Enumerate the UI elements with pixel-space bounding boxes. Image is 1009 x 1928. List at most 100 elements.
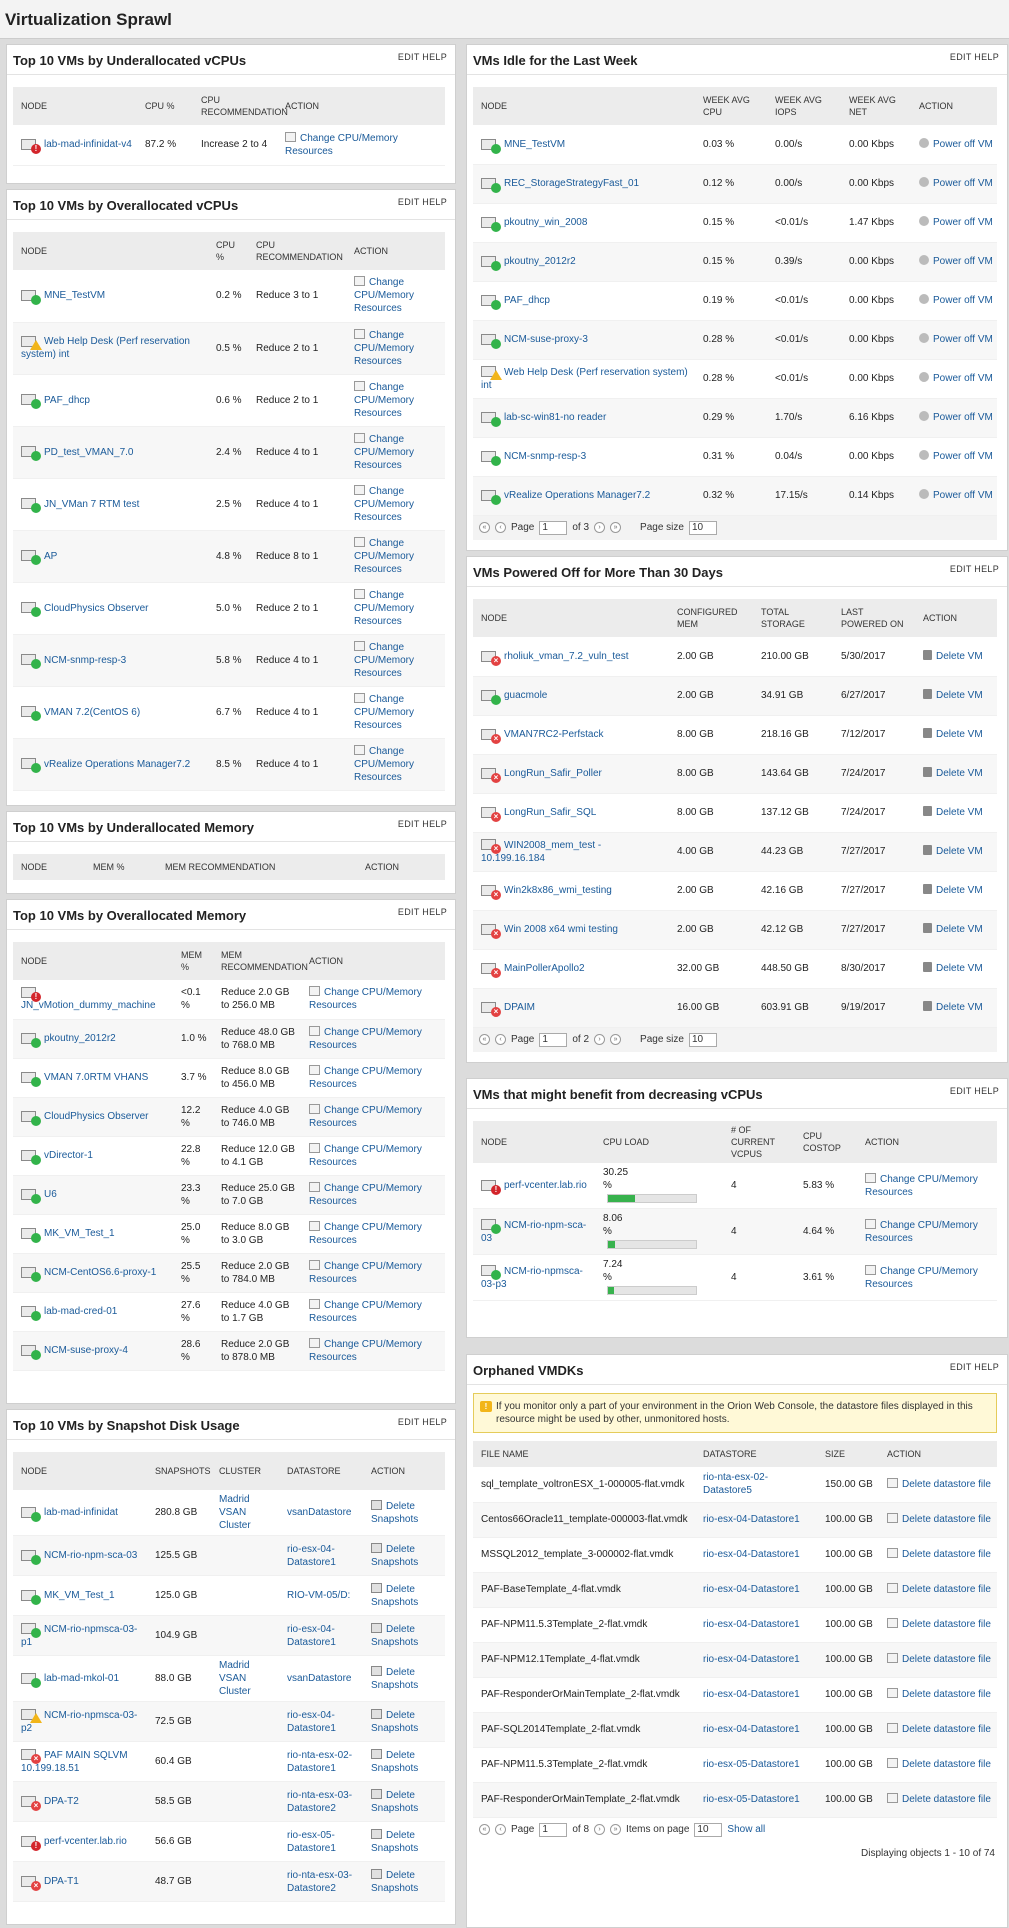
node-link[interactable]: lab-mad-infinidat bbox=[44, 1507, 118, 1518]
action-link[interactable]: Change CPU/Memory Resources bbox=[865, 1173, 978, 1198]
cluster-link[interactable]: Madrid VSAN Cluster bbox=[219, 1494, 251, 1531]
action-link[interactable]: Delete VM bbox=[936, 768, 983, 779]
node-link[interactable]: PD_test_VMAN_7.0 bbox=[44, 446, 134, 458]
edit-link[interactable]: EDIT bbox=[949, 1362, 972, 1372]
action-link[interactable]: Change CPU/Memory Resources bbox=[309, 1065, 422, 1090]
action-link[interactable]: Delete Snapshots bbox=[371, 1829, 419, 1854]
action-link[interactable]: Change CPU/Memory Resources bbox=[309, 1104, 422, 1129]
show-all-link[interactable]: Show all bbox=[727, 1824, 766, 1835]
action-link[interactable]: Delete VM bbox=[936, 690, 983, 701]
datastore-link[interactable]: rio-nta-esx-02-Datastore5 bbox=[703, 1472, 769, 1497]
action-link[interactable]: Delete Snapshots bbox=[371, 1869, 419, 1894]
column-header[interactable]: FILE NAME bbox=[473, 1441, 695, 1467]
action-link[interactable]: Delete VM bbox=[936, 924, 983, 935]
edit-link[interactable]: EDIT bbox=[397, 197, 420, 207]
column-header[interactable]: ACTION bbox=[277, 87, 445, 125]
page-input[interactable]: 1 bbox=[539, 1032, 568, 1047]
node-link[interactable]: REC_StorageStrategyFast_01 bbox=[504, 178, 640, 189]
datastore-link[interactable]: rio-esx-04-Datastore1 bbox=[703, 1654, 800, 1665]
node-link[interactable]: perf-vcenter.lab.rio bbox=[44, 1836, 127, 1847]
edit-link[interactable]: EDIT bbox=[397, 52, 420, 62]
column-header[interactable]: LAST POWERED ON bbox=[833, 599, 915, 637]
action-link[interactable]: Change CPU/Memory Resources bbox=[865, 1219, 978, 1244]
help-link[interactable]: HELP bbox=[974, 52, 999, 62]
action-link[interactable]: Change CPU/Memory Resources bbox=[309, 1221, 422, 1246]
node-link[interactable]: NCM-snmp-resp-3 bbox=[504, 451, 587, 462]
node-link[interactable]: NCM-suse-proxy-4 bbox=[44, 1345, 128, 1356]
action-link[interactable]: Delete VM bbox=[936, 1002, 983, 1013]
node-link[interactable]: NCM-snmp-resp-3 bbox=[44, 654, 127, 666]
node-link[interactable]: VMAN7RC2-Perfstack bbox=[504, 729, 604, 740]
node-link[interactable]: NCM-CentOS6.6-proxy-1 bbox=[44, 1267, 157, 1278]
action-link[interactable]: Change CPU/Memory Resources bbox=[309, 987, 422, 1012]
action-link[interactable]: Change CPU/Memory Resources bbox=[354, 381, 415, 419]
datastore-link[interactable]: rio-esx-04-Datastore1 bbox=[287, 1623, 336, 1648]
node-link[interactable]: pkoutny_win_2008 bbox=[504, 217, 588, 228]
node-link[interactable]: lab-mad-cred-01 bbox=[44, 1306, 118, 1317]
edit-link[interactable]: EDIT bbox=[397, 907, 420, 917]
node-link[interactable]: PAF MAIN SQLVM 10.199.18.51 bbox=[21, 1749, 128, 1774]
column-header[interactable]: NODE bbox=[13, 942, 173, 980]
action-link[interactable]: Change CPU/Memory Resources bbox=[309, 1143, 422, 1168]
datastore-link[interactable]: rio-esx-05-Datastore1 bbox=[287, 1829, 336, 1854]
column-header[interactable]: ACTION bbox=[363, 1452, 445, 1490]
action-link[interactable]: Delete Snapshots bbox=[371, 1543, 419, 1568]
action-link[interactable]: Change CPU/Memory Resources bbox=[354, 329, 415, 367]
help-link[interactable]: HELP bbox=[422, 52, 447, 62]
node-link[interactable]: guacmole bbox=[504, 690, 548, 701]
page-input[interactable]: 1 bbox=[539, 1822, 568, 1837]
node-link[interactable]: pkoutny_2012r2 bbox=[504, 256, 576, 267]
action-link[interactable]: Power off VM bbox=[933, 373, 993, 384]
column-header[interactable]: NODE bbox=[13, 232, 208, 270]
action-link[interactable]: Power off VM bbox=[933, 295, 993, 306]
datastore-link[interactable]: rio-esx-04-Datastore1 bbox=[703, 1584, 800, 1595]
action-link[interactable]: Power off VM bbox=[933, 490, 993, 501]
node-link[interactable]: pkoutny_2012r2 bbox=[44, 1033, 116, 1044]
page-input[interactable]: 1 bbox=[539, 520, 568, 535]
node-link[interactable]: NCM-rio-npm-sca-03 bbox=[481, 1219, 587, 1244]
action-link[interactable]: Delete datastore file bbox=[902, 1514, 991, 1525]
action-link[interactable]: Power off VM bbox=[933, 217, 993, 228]
node-link[interactable]: Win 2008 x64 wmi testing bbox=[504, 924, 618, 935]
node-link[interactable]: Web Help Desk (Perf reservation system) … bbox=[481, 366, 688, 391]
datastore-link[interactable]: rio-nta-esx-03-Datastore2 bbox=[287, 1869, 353, 1894]
node-link[interactable]: WIN2008_mem_test - 10.199.16.184 bbox=[481, 839, 602, 864]
node-link[interactable]: Win2k8x86_wmi_testing bbox=[504, 885, 612, 896]
first-page-icon[interactable]: « bbox=[479, 1824, 490, 1835]
column-header[interactable]: NODE bbox=[473, 1121, 595, 1163]
node-link[interactable]: CloudPhysics Observer bbox=[44, 1111, 149, 1122]
column-header[interactable]: CONFIGURED MEM bbox=[669, 599, 753, 637]
datastore-link[interactable]: rio-nta-esx-03-Datastore2 bbox=[287, 1789, 353, 1814]
action-link[interactable]: Change CPU/Memory Resources bbox=[309, 1338, 422, 1363]
datastore-link[interactable]: vsanDatastore bbox=[287, 1673, 352, 1684]
node-link[interactable]: lab-mad-infinidat-v4 bbox=[44, 139, 132, 151]
column-header[interactable]: WEEK AVG IOPS bbox=[767, 87, 841, 125]
action-link[interactable]: Change CPU/Memory Resources bbox=[354, 641, 415, 679]
last-page-icon[interactable]: » bbox=[610, 1824, 622, 1835]
action-link[interactable]: Change CPU/Memory Resources bbox=[309, 1026, 422, 1051]
node-link[interactable]: vRealize Operations Manager7.2 bbox=[44, 758, 191, 770]
column-header[interactable]: SNAPSHOTS bbox=[147, 1452, 211, 1490]
action-link[interactable]: Delete Snapshots bbox=[371, 1749, 419, 1774]
node-link[interactable]: PAF_dhcp bbox=[504, 295, 550, 306]
node-link[interactable]: NCM-rio-npmsca-03-p1 bbox=[21, 1623, 138, 1648]
datastore-link[interactable]: rio-esx-04-Datastore1 bbox=[287, 1709, 336, 1734]
help-link[interactable]: HELP bbox=[974, 1086, 999, 1096]
node-link[interactable]: VMAN 7.0RTM VHANS bbox=[44, 1072, 149, 1083]
help-link[interactable]: HELP bbox=[422, 907, 447, 917]
page-size-input[interactable]: 10 bbox=[688, 520, 717, 535]
next-page-icon[interactable]: › bbox=[594, 522, 606, 533]
action-link[interactable]: Delete VM bbox=[936, 807, 983, 818]
column-header[interactable]: CPU % bbox=[208, 232, 248, 270]
column-header[interactable]: ACTION bbox=[357, 854, 445, 880]
datastore-link[interactable]: rio-esx-04-Datastore1 bbox=[287, 1543, 336, 1568]
last-page-icon[interactable]: » bbox=[610, 522, 622, 533]
action-link[interactable]: Delete datastore file bbox=[902, 1654, 991, 1665]
column-header[interactable]: ACTION bbox=[857, 1121, 997, 1163]
action-link[interactable]: Delete VM bbox=[936, 846, 983, 857]
action-link[interactable]: Delete datastore file bbox=[902, 1759, 991, 1770]
edit-link[interactable]: EDIT bbox=[397, 1417, 420, 1427]
action-link[interactable]: Change CPU/Memory Resources bbox=[354, 433, 415, 471]
datastore-link[interactable]: vsanDatastore bbox=[287, 1507, 352, 1518]
action-link[interactable]: Delete datastore file bbox=[902, 1584, 991, 1595]
